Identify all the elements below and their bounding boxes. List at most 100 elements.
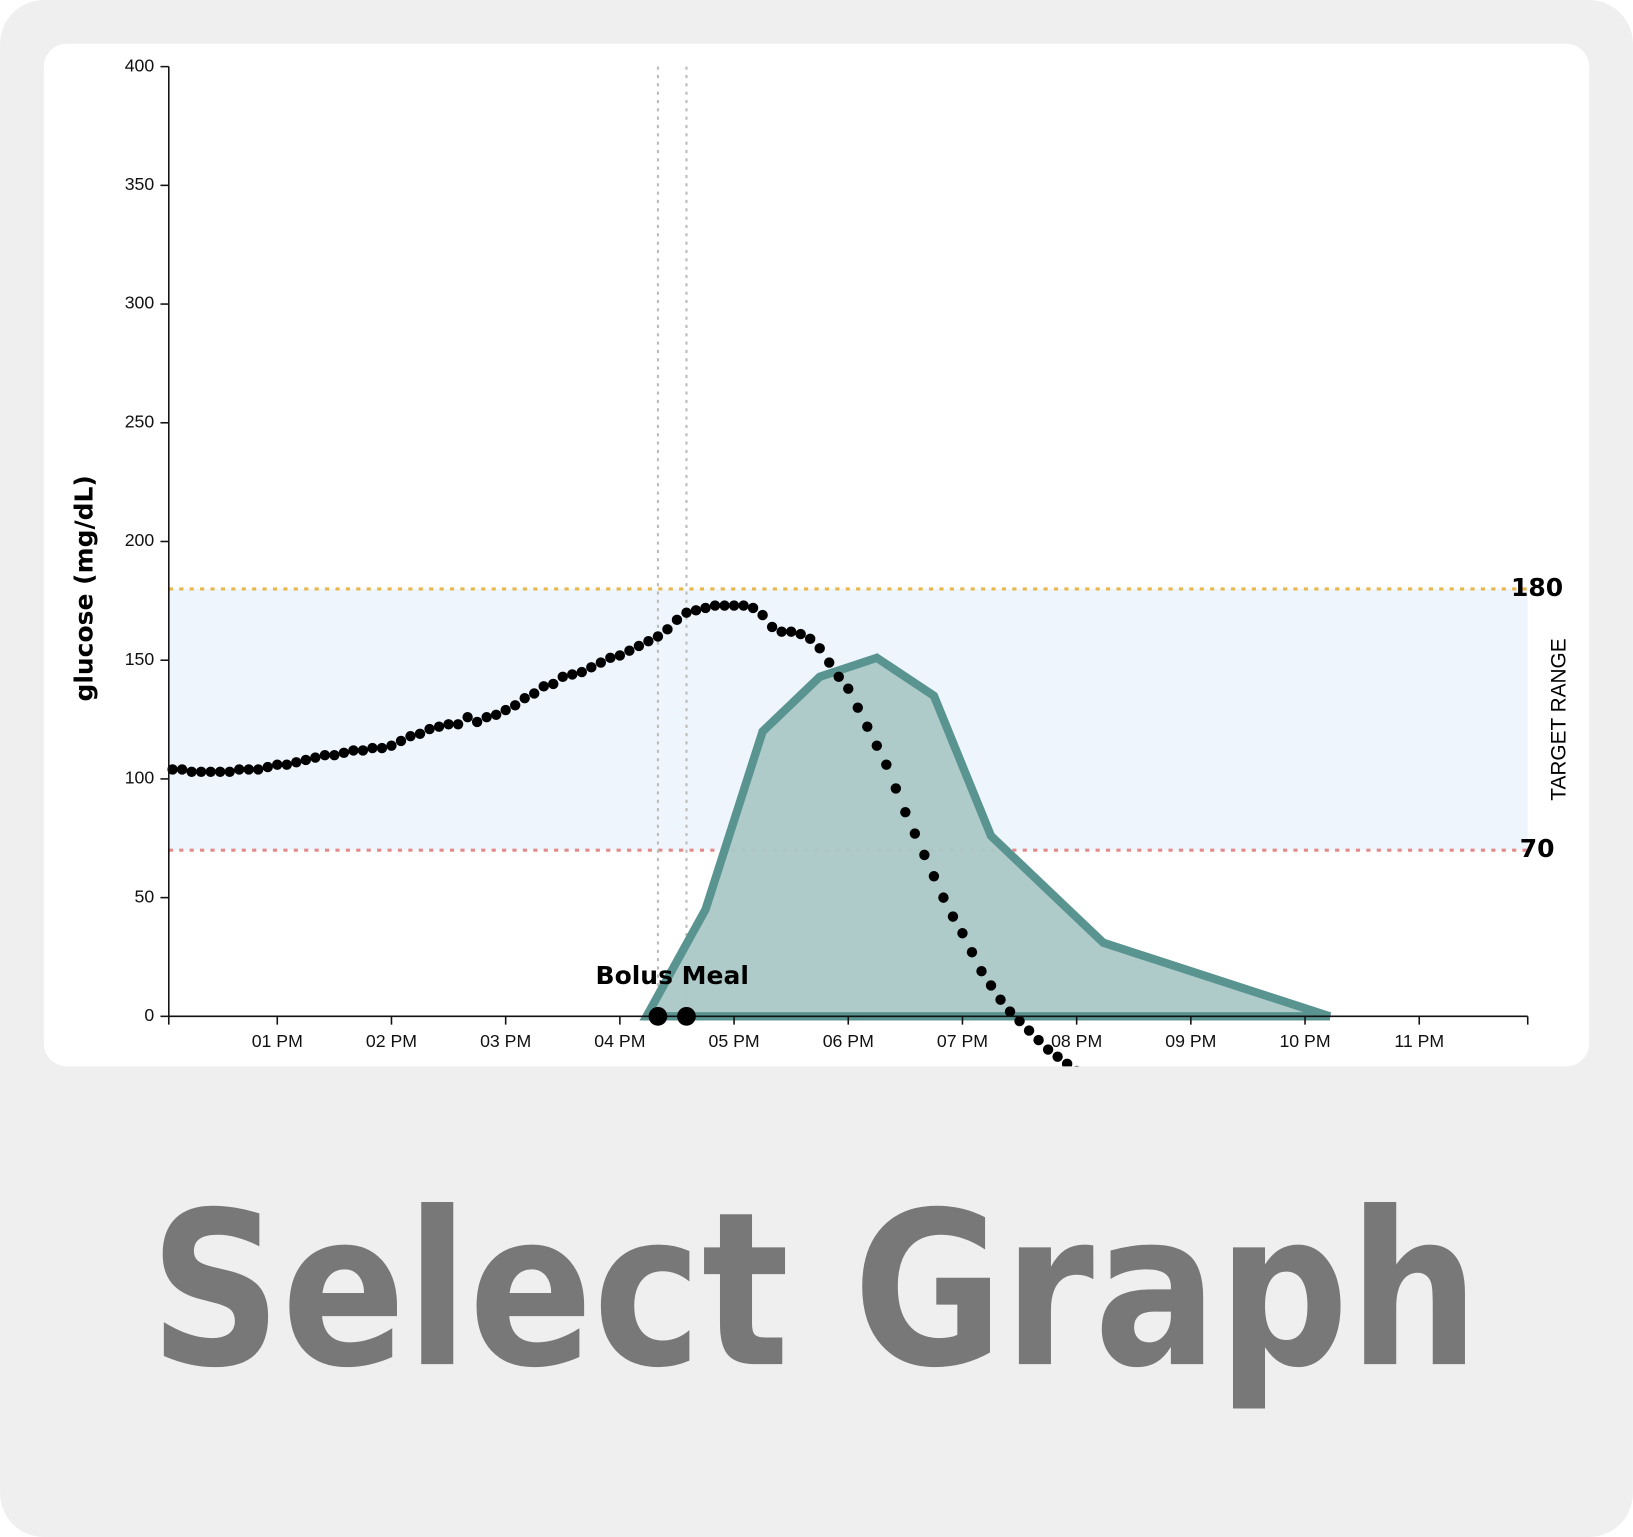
glucose-point (976, 966, 987, 977)
glucose-point (576, 666, 588, 678)
glucose-point (186, 766, 197, 777)
glucose-point (624, 645, 635, 656)
glucose-point (443, 719, 454, 730)
glucose-point (1052, 1051, 1063, 1062)
glucose-point (348, 745, 359, 756)
glucose-point (281, 759, 293, 770)
x-tick-label: 11 PM (1394, 1031, 1444, 1051)
glucose-point (747, 602, 759, 614)
glucose-point (176, 764, 188, 775)
glucose-point (490, 709, 502, 721)
glucose-point (557, 671, 568, 683)
x-tick-label: 05 PM (709, 1031, 760, 1051)
glucose-point (471, 716, 483, 728)
glucose-point (338, 747, 350, 759)
y-tick-label: 350 (125, 174, 155, 194)
glucose-point (205, 766, 216, 777)
y-tick-label: 150 (125, 649, 155, 669)
glucose-point (367, 742, 378, 754)
glucose-point (300, 754, 312, 766)
glucose-point (310, 752, 321, 763)
glucose-point (757, 609, 768, 621)
glucose-point (919, 849, 930, 861)
x-tick-label: 04 PM (594, 1031, 645, 1051)
glucose-point (481, 711, 492, 723)
y-tick-label: 400 (125, 55, 155, 75)
glucose-point (643, 636, 654, 647)
glucose-point (605, 652, 616, 664)
glucose-point (462, 711, 473, 723)
glucose-point (881, 759, 892, 770)
glucose-point (452, 719, 464, 730)
insulin-area (639, 653, 1332, 1021)
event-marker (648, 1006, 668, 1026)
glucose-point (871, 740, 883, 751)
glucose-point (195, 766, 207, 777)
glucose-point (833, 671, 844, 683)
glucose-point (633, 640, 645, 652)
glucose-point (862, 721, 873, 732)
glucose-point (852, 702, 863, 713)
y-tick-label: 100 (125, 768, 155, 788)
glucose-point (234, 764, 245, 775)
glucose-point (985, 980, 997, 991)
glucose-point (728, 600, 740, 611)
glucose-point (719, 600, 730, 611)
x-tick-label: 09 PM (1165, 1031, 1216, 1051)
y-axis-label: glucose (mg/dL) (69, 475, 98, 701)
glucose-point (1023, 1025, 1035, 1036)
glucose-point (519, 692, 530, 704)
glucose-point (567, 669, 578, 680)
glucose-point (995, 994, 1006, 1005)
glucose-point (652, 631, 664, 642)
glucose-point (214, 766, 226, 777)
glucose-point (709, 600, 721, 611)
glucose-point (253, 764, 264, 775)
glucose-point (1061, 1058, 1073, 1067)
glucose-point (890, 783, 902, 794)
glucose-point (957, 928, 968, 939)
glucose-point (947, 911, 959, 922)
glucose-point (785, 626, 797, 637)
glucose-point (548, 678, 559, 690)
glucose-point (424, 723, 435, 735)
glucose-point (824, 657, 835, 668)
target-range-label: TARGET RANGE (1548, 638, 1571, 800)
glucose-point (900, 806, 911, 818)
target-low-label: 70 (1520, 834, 1555, 863)
button-label[interactable]: Select Graph (150, 1167, 1480, 1415)
glucose-point (595, 657, 607, 668)
glucose-point (909, 828, 921, 839)
glucose-point (376, 742, 388, 754)
glucose-point (395, 735, 407, 747)
glucose-point (386, 740, 397, 751)
glucose-point (500, 704, 511, 716)
y-tick-label: 200 (125, 530, 155, 550)
glucose-point (509, 700, 521, 711)
glucose-point (167, 764, 178, 775)
glucose-point (538, 681, 549, 692)
glucose-point (405, 730, 416, 742)
glucose-point (319, 749, 331, 761)
glucose-point (329, 749, 340, 761)
chart: 180 70 TARGET RANGE 0 50 100 150 200 250 300 350 40… (69, 55, 1571, 1067)
glucose-point (681, 607, 692, 618)
x-tick-label: 08 PM (1051, 1031, 1102, 1051)
glucose-point (1042, 1044, 1054, 1055)
y-tick-label: 0 (144, 1005, 154, 1025)
x-tick-label: 03 PM (480, 1031, 531, 1051)
x-tick-label: 06 PM (823, 1031, 874, 1051)
target-high-label: 180 (1511, 573, 1563, 602)
glucose-point (843, 683, 854, 694)
glucose-point (814, 643, 825, 654)
glucose-point (766, 621, 778, 633)
glucose-point (529, 688, 540, 699)
glucose-point (224, 766, 235, 777)
glucose-point (700, 602, 711, 614)
glucose-point (776, 626, 787, 637)
glucose-point (1033, 1034, 1044, 1046)
event-label: Bolus Meal (596, 961, 749, 990)
event-marker (677, 1006, 696, 1026)
glucose-point (966, 947, 978, 958)
